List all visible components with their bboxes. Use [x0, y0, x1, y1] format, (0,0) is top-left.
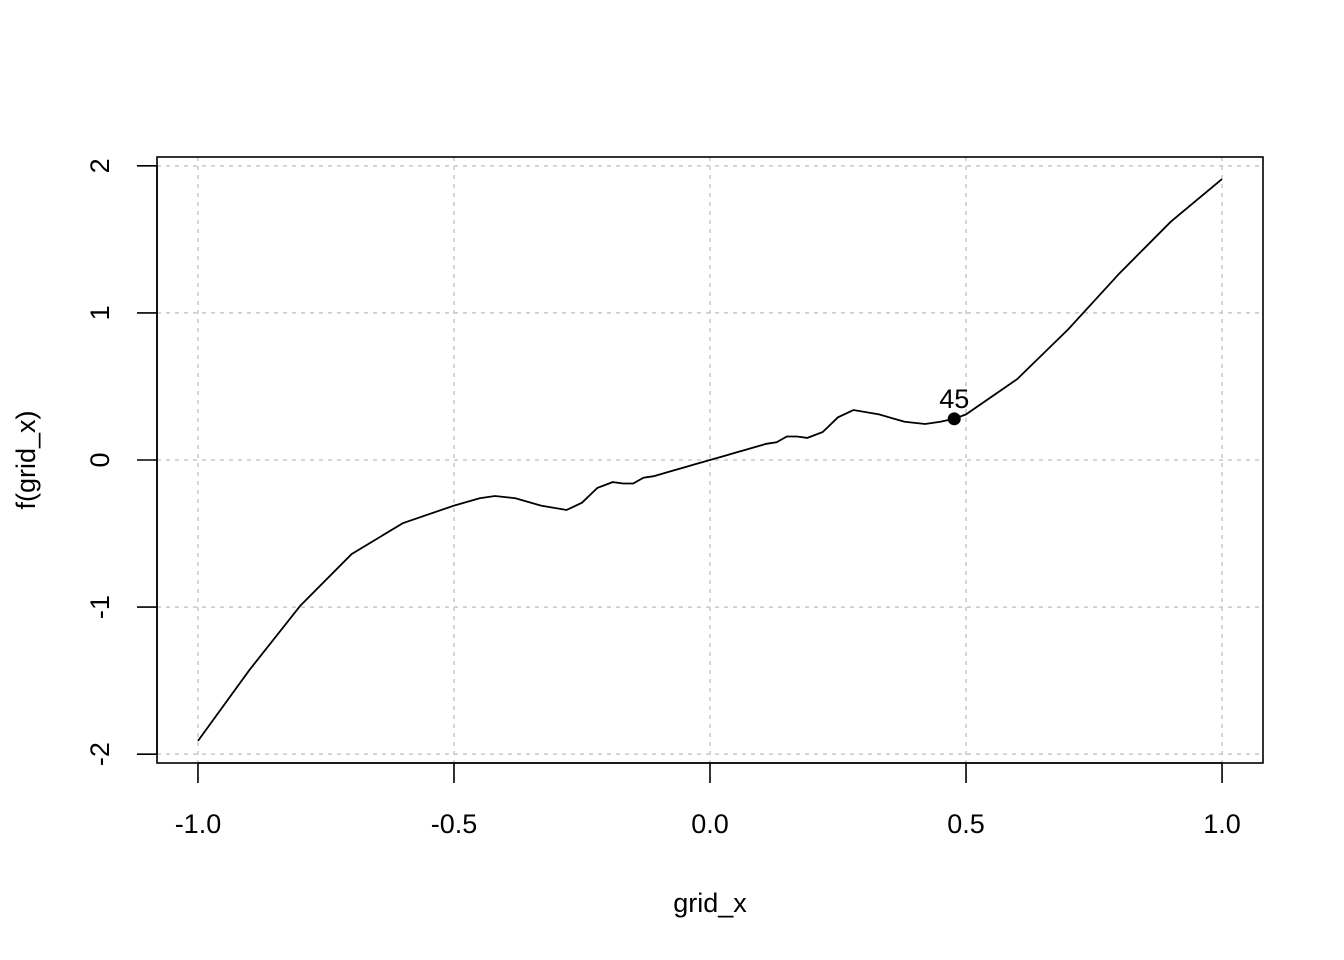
annotation-layer: 45 — [939, 384, 969, 426]
x-axis: -1.0 -0.5 0.0 0.5 1.0 — [175, 762, 1241, 839]
x-tick-label-2: 0.0 — [691, 809, 729, 839]
y-tick-label-0: -2 — [85, 742, 115, 766]
grid — [157, 157, 1263, 763]
series-layer — [197, 178, 1223, 742]
y-axis: -2 -1 0 1 2 — [85, 158, 158, 766]
series-line-0 — [197, 178, 1223, 742]
x-tick-label-0: -1.0 — [175, 809, 222, 839]
x-tick-label-1: -0.5 — [431, 809, 478, 839]
highlight-point-label: 45 — [939, 384, 969, 414]
highlight-point — [947, 412, 961, 426]
x-tick-label-3: 0.5 — [947, 809, 985, 839]
y-axis-title: f(grid_x) — [11, 410, 41, 509]
y-tick-label-2: 0 — [85, 452, 115, 467]
y-tick-label-4: 2 — [85, 158, 115, 173]
x-axis-title: grid_x — [673, 888, 747, 918]
y-tick-label-1: -1 — [85, 595, 115, 619]
y-tick-label-3: 1 — [85, 305, 115, 320]
x-tick-label-4: 1.0 — [1203, 809, 1241, 839]
